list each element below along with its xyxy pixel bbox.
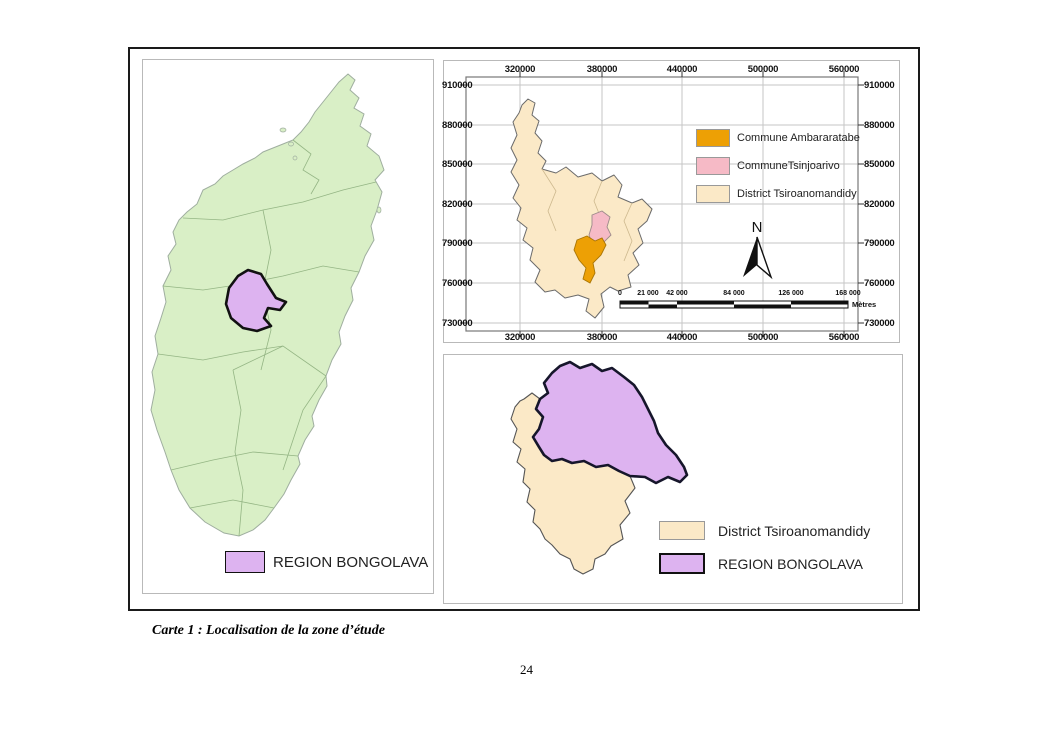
legend-item-district-tsiroanomandidy-2: District Tsiroanomandidy xyxy=(659,521,870,540)
x-tick-bottom-3: 500000 xyxy=(747,332,779,343)
bongolava-region-shape xyxy=(224,268,288,333)
scalebar-unit: Mètres xyxy=(852,300,877,309)
y-tick-left-3: 820000 xyxy=(442,199,473,210)
figure-caption: Carte 1 : Localisation de la zone d’étud… xyxy=(152,623,385,638)
x-tick-top-3: 500000 xyxy=(747,64,779,75)
x-tick-bottom-2: 440000 xyxy=(666,332,698,343)
region-map-panel: District Tsiroanomandidy REGION BONGOLAV… xyxy=(443,354,903,604)
y-tick-left-2: 850000 xyxy=(442,159,473,170)
legend-swatch-region-bongolava-2 xyxy=(659,553,705,574)
legend-label-district-tsiroanomandidy: District Tsiroanomandidy xyxy=(737,188,857,200)
y-tick-right-2: 850000 xyxy=(864,159,895,170)
x-tick-bottom-0: 320000 xyxy=(504,332,536,343)
legend-label-region-bongolava: REGION BONGOLAVA xyxy=(273,554,429,571)
legend-swatch-commune-ambararatabe xyxy=(696,129,730,147)
legend-label-commune-ambararatabe: Commune Ambararatabe xyxy=(737,132,860,144)
legend-swatch-district-tsiroanomandidy xyxy=(696,185,730,203)
legend-swatch-district-tsiroanomandidy-2 xyxy=(659,521,705,540)
north-label: N xyxy=(751,219,763,236)
x-tick-bottom-1: 380000 xyxy=(586,332,618,343)
y-tick-right-1: 880000 xyxy=(864,120,895,131)
figure-border: REGION BONGOLAVA xyxy=(128,47,920,611)
scalebar-label-1: 21 000 xyxy=(637,290,659,297)
legend-item-region-bongolava: REGION BONGOLAVA xyxy=(659,553,863,574)
offshore-islands xyxy=(279,127,382,214)
district-tsiroanomandidy-shape xyxy=(510,98,653,319)
madagascar-panel: REGION BONGOLAVA xyxy=(142,59,434,594)
scalebar-label-0: 0 xyxy=(618,290,622,297)
legend-swatch-region-bongolava xyxy=(225,551,265,573)
scale-bar xyxy=(619,300,849,309)
x-tick-top-4: 560000 xyxy=(828,64,860,75)
north-arrow-icon xyxy=(743,236,773,280)
y-tick-left-5: 760000 xyxy=(442,278,473,289)
scalebar-label-4: 126 000 xyxy=(778,290,804,297)
legend-label-region-bongolava-2: REGION BONGOLAVA xyxy=(718,555,863,572)
district-map-panel: 320000 380000 440000 500000 560000 32000… xyxy=(442,60,900,343)
y-tick-left-6: 730000 xyxy=(442,318,473,329)
commune-tsinjoarivo-shape xyxy=(588,210,612,246)
scalebar-label-2: 42 000 xyxy=(666,290,688,297)
legend-item-commune-tsinjoarivo: CommuneTsinjoarivo xyxy=(696,157,840,175)
y-tick-left-4: 790000 xyxy=(442,238,473,249)
y-tick-right-3: 820000 xyxy=(864,199,895,210)
y-tick-left-1: 880000 xyxy=(442,120,473,131)
legend-swatch-commune-tsinjoarivo xyxy=(696,157,730,175)
legend-item-commune-ambararatabe: Commune Ambararatabe xyxy=(696,129,860,147)
region-boundaries xyxy=(157,139,377,537)
legend-item-district-tsiroanomandidy: District Tsiroanomandidy xyxy=(696,185,857,203)
madagascar-map xyxy=(150,73,385,537)
region-bongolava-shape xyxy=(531,360,689,485)
y-tick-right-6: 730000 xyxy=(864,318,895,329)
y-tick-right-0: 910000 xyxy=(864,80,895,91)
x-tick-top-0: 320000 xyxy=(504,64,536,75)
region-map xyxy=(510,360,689,575)
y-tick-right-4: 790000 xyxy=(864,238,895,249)
y-tick-left-0: 910000 xyxy=(442,80,473,91)
page-number: 24 xyxy=(520,662,533,677)
legend-label-commune-tsinjoarivo: CommuneTsinjoarivo xyxy=(737,160,840,172)
commune-ambararatabe-shape xyxy=(573,235,607,284)
district-map xyxy=(460,71,864,337)
x-tick-top-1: 380000 xyxy=(586,64,618,75)
scalebar-label-3: 84 000 xyxy=(723,290,745,297)
y-tick-right-5: 760000 xyxy=(864,278,895,289)
scalebar-label-5: 168 000 xyxy=(835,290,861,297)
legend-label-district-tsiroanomandidy-2: District Tsiroanomandidy xyxy=(718,522,871,539)
x-tick-bottom-4: 560000 xyxy=(828,332,860,343)
x-tick-top-2: 440000 xyxy=(666,64,698,75)
tick-marks xyxy=(460,71,864,337)
